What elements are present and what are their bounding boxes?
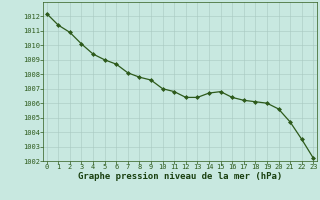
- X-axis label: Graphe pression niveau de la mer (hPa): Graphe pression niveau de la mer (hPa): [78, 172, 282, 181]
